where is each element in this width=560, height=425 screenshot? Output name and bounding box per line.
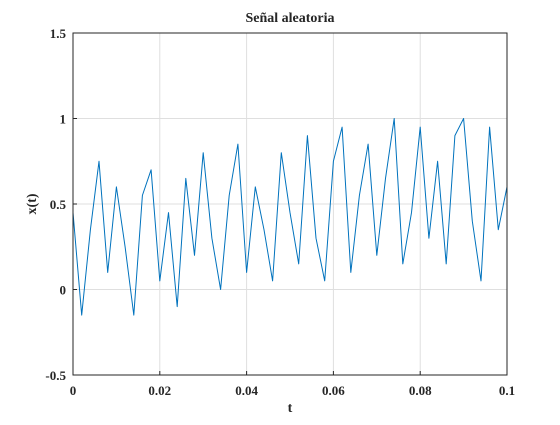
grid	[72, 32, 508, 376]
ticks: 0 0.02 0.04 0.06 0.08 0.1 -0.5 0 0.5 1 1.5	[45, 26, 515, 398]
y-tick-label: -0.5	[45, 368, 66, 383]
x-tick-label: 0.06	[322, 383, 345, 398]
series-layer	[72, 118, 508, 316]
y-tick-label: 1.5	[50, 26, 67, 41]
x-tick-label: 0.04	[235, 383, 258, 398]
y-axis-label: x(t)	[25, 193, 40, 214]
x-tick-label: 0.08	[409, 383, 432, 398]
x-tick-label: 0.02	[148, 383, 171, 398]
y-tick-label: 1	[60, 112, 67, 127]
x-axis-label: t	[288, 401, 293, 416]
x-tick-label: 0.1	[499, 383, 515, 398]
y-tick-label: 0	[60, 283, 67, 298]
chart-title: Señal aleatoria	[245, 11, 334, 26]
series-line	[72, 118, 508, 316]
y-tick-label: 0.5	[50, 197, 67, 212]
x-tick-label: 0	[70, 383, 77, 398]
